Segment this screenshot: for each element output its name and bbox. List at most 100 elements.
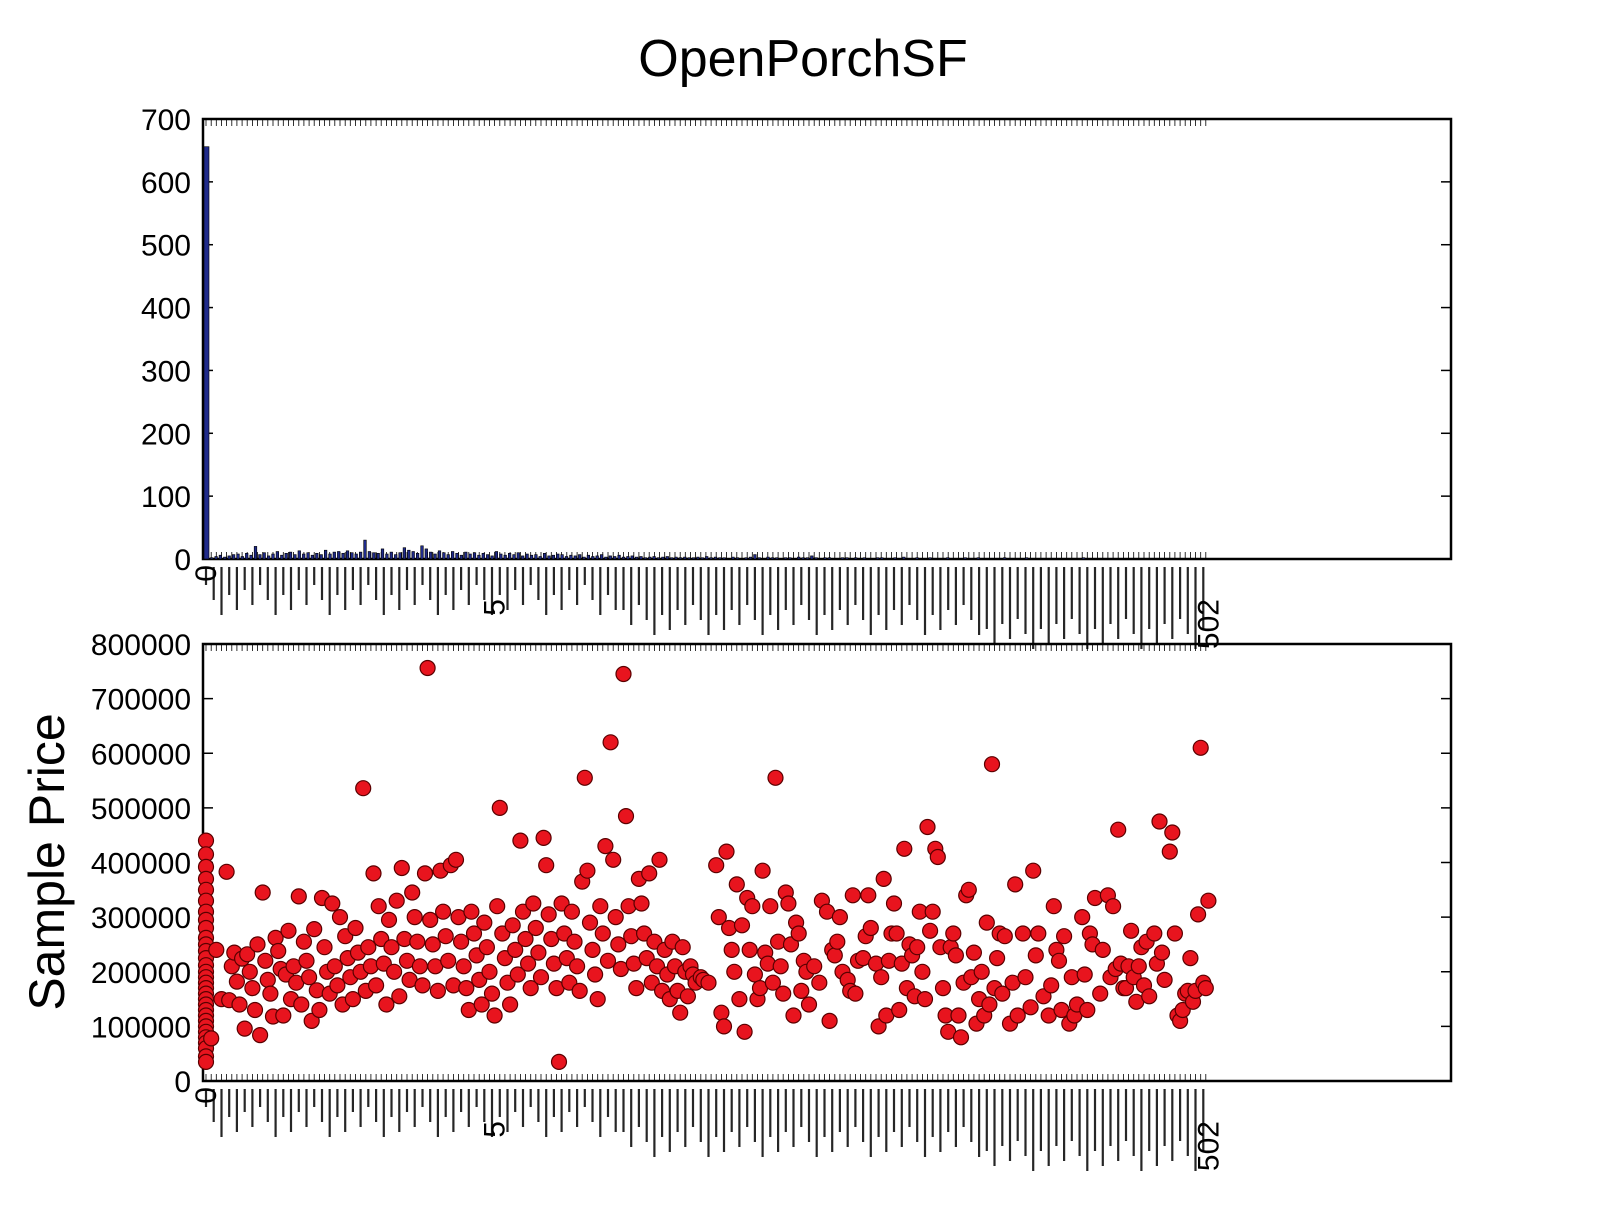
bar-y-tick-label: 400	[141, 293, 191, 326]
bar	[696, 556, 700, 560]
scatter-point	[453, 933, 470, 950]
bar-x-tick-label-middle: 5	[479, 599, 512, 616]
bar	[871, 558, 875, 560]
scatter-y-tick-label: 400000	[91, 848, 191, 881]
bar	[613, 556, 617, 560]
scatter-point	[1192, 739, 1209, 756]
scatter-point	[344, 990, 361, 1008]
bar	[595, 555, 599, 560]
scatter-point	[875, 870, 892, 888]
scatter-point	[579, 862, 596, 879]
scatter-point	[512, 832, 529, 849]
bar	[792, 558, 796, 560]
scatter-point	[762, 898, 779, 915]
scatter-point	[873, 969, 890, 986]
scatter-point	[393, 859, 410, 877]
scatter-point	[197, 832, 215, 849]
scatter-point	[1166, 925, 1184, 942]
bar	[280, 554, 284, 560]
bar	[705, 556, 709, 560]
bar	[840, 557, 845, 560]
scatter-point	[540, 906, 557, 923]
scatter-point	[885, 895, 903, 912]
bar	[284, 552, 288, 560]
scatter-point	[571, 982, 588, 1000]
bar	[928, 557, 932, 560]
bar	[429, 551, 433, 560]
scatter-point	[458, 979, 475, 997]
scatter-point	[718, 843, 735, 860]
bar	[1042, 558, 1046, 560]
bar-x-tick-labels: 0 5 502	[190, 565, 1225, 649]
bar	[240, 556, 244, 560]
scatter-point	[311, 1001, 328, 1019]
scatter-point	[1014, 925, 1032, 942]
bar	[893, 557, 897, 560]
scatter-point	[530, 944, 547, 961]
bar	[652, 556, 656, 560]
scatter-point	[723, 941, 740, 959]
bar	[446, 554, 450, 560]
bar	[341, 552, 345, 560]
bar-x-tick-label-band	[204, 567, 1205, 649]
scatter-point	[517, 930, 534, 948]
bar	[367, 551, 372, 560]
scatter-x-minor-ticks	[205, 644, 1207, 1081]
scatter-point	[831, 908, 849, 926]
bar	[665, 556, 669, 560]
bar	[223, 556, 227, 560]
bar	[262, 552, 266, 560]
bar	[372, 552, 376, 560]
bar	[437, 550, 442, 560]
bar-y-tick-label: 100	[141, 481, 191, 514]
bar	[1099, 558, 1103, 560]
bar	[1016, 558, 1020, 560]
scatter-y-tick-label: 500000	[91, 793, 191, 826]
bar	[1103, 558, 1107, 560]
scatter-point	[916, 990, 934, 1008]
scatter-point	[416, 865, 434, 882]
bar	[521, 555, 525, 560]
bar	[542, 552, 547, 560]
bar	[547, 555, 551, 560]
scatter-point	[617, 807, 635, 825]
scatter-point	[672, 1004, 689, 1021]
bar	[915, 557, 919, 560]
scatter-point	[754, 862, 771, 879]
scatter-point	[1030, 925, 1047, 942]
bar	[924, 558, 928, 560]
bar-chart-panel: 0 100 200 300 400 500 600 700 0 5 502	[141, 104, 1453, 649]
bar	[245, 552, 249, 560]
scatter-point	[1025, 862, 1042, 879]
scatter-point	[509, 966, 526, 983]
bar	[648, 556, 652, 560]
scatter-point	[983, 756, 1001, 773]
bar-y-tick-label: 300	[141, 355, 191, 388]
scatter-point	[239, 946, 256, 963]
bar	[731, 556, 735, 560]
scatter-point	[772, 958, 789, 975]
bar	[845, 557, 849, 560]
scatter-point	[1050, 952, 1068, 969]
scatter-point	[847, 985, 864, 1002]
scatter-point	[708, 857, 725, 874]
scatter-point	[550, 1053, 568, 1071]
bar	[770, 557, 774, 560]
bar	[954, 558, 958, 560]
bar	[972, 558, 976, 560]
scatter-point	[383, 939, 400, 956]
scatter-x-tick-label-first: 0	[190, 1087, 223, 1104]
scatter-point	[610, 936, 627, 953]
scatter-point	[295, 933, 312, 950]
scatter-point	[715, 1018, 733, 1035]
bar	[275, 551, 280, 560]
bar	[306, 552, 310, 560]
scatter-point	[502, 996, 519, 1013]
scatter-point	[594, 925, 611, 942]
scatter-point	[651, 851, 668, 868]
scatter-point	[246, 1001, 264, 1019]
scatter-point	[254, 884, 271, 901]
bar	[420, 545, 424, 560]
bar	[529, 554, 534, 560]
bar	[323, 549, 328, 560]
